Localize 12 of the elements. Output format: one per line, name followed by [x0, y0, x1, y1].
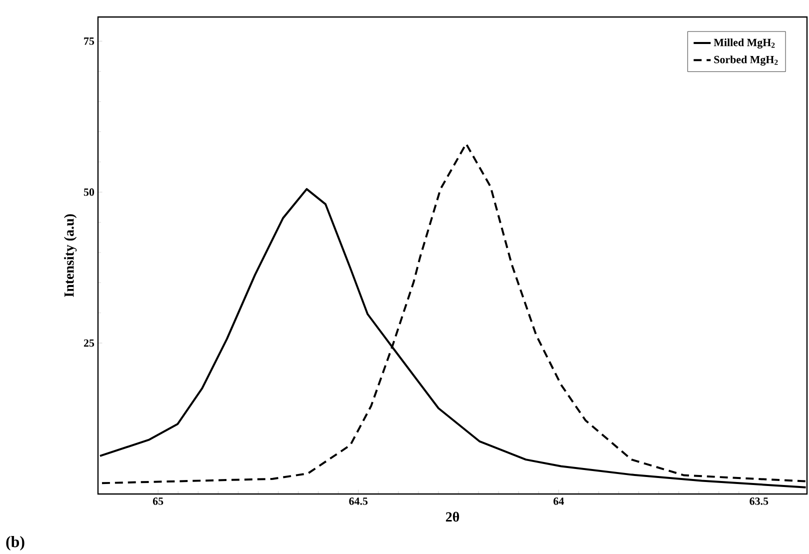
x-tick-label: 65: [152, 498, 164, 505]
x-tick-label: 64.5: [349, 498, 368, 505]
y-tick-label: 25: [84, 339, 94, 347]
x-tick-label: 63.5: [750, 498, 768, 505]
text: (b): [6, 536, 24, 550]
legend-label: Milled MgH$_{2}$: [714, 38, 775, 49]
legend-label: Sorbed MgH$_{2}$: [714, 56, 778, 66]
y-tick-label: 50: [84, 188, 94, 196]
y-axis-title: Intensity (a.u): [64, 214, 77, 297]
x-tick-label: 64: [554, 498, 564, 505]
x-axis-title: 2θ: [446, 512, 460, 522]
y-tick-label: 75: [84, 38, 94, 45]
